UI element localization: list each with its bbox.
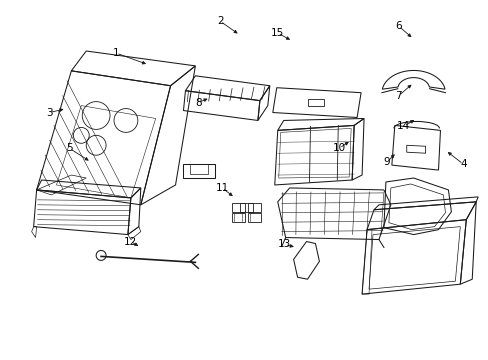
Text: 7: 7 bbox=[395, 91, 401, 101]
Text: 3: 3 bbox=[46, 108, 53, 117]
Text: 8: 8 bbox=[195, 98, 201, 108]
Text: 4: 4 bbox=[459, 159, 466, 169]
Text: 12: 12 bbox=[124, 237, 137, 247]
Bar bbox=[232, 203, 244, 212]
Bar bbox=[247, 213, 260, 222]
Text: 10: 10 bbox=[332, 143, 345, 153]
Text: 5: 5 bbox=[66, 143, 73, 153]
Text: 2: 2 bbox=[217, 16, 223, 26]
Text: 9: 9 bbox=[383, 157, 389, 167]
Text: 1: 1 bbox=[112, 48, 119, 58]
Text: 15: 15 bbox=[270, 28, 284, 38]
Text: 11: 11 bbox=[215, 183, 228, 193]
Text: 6: 6 bbox=[395, 21, 401, 31]
Text: 14: 14 bbox=[396, 121, 409, 131]
Text: 13: 13 bbox=[278, 239, 291, 249]
Bar bbox=[240, 203, 252, 212]
Bar bbox=[232, 213, 244, 222]
Bar bbox=[247, 203, 260, 212]
